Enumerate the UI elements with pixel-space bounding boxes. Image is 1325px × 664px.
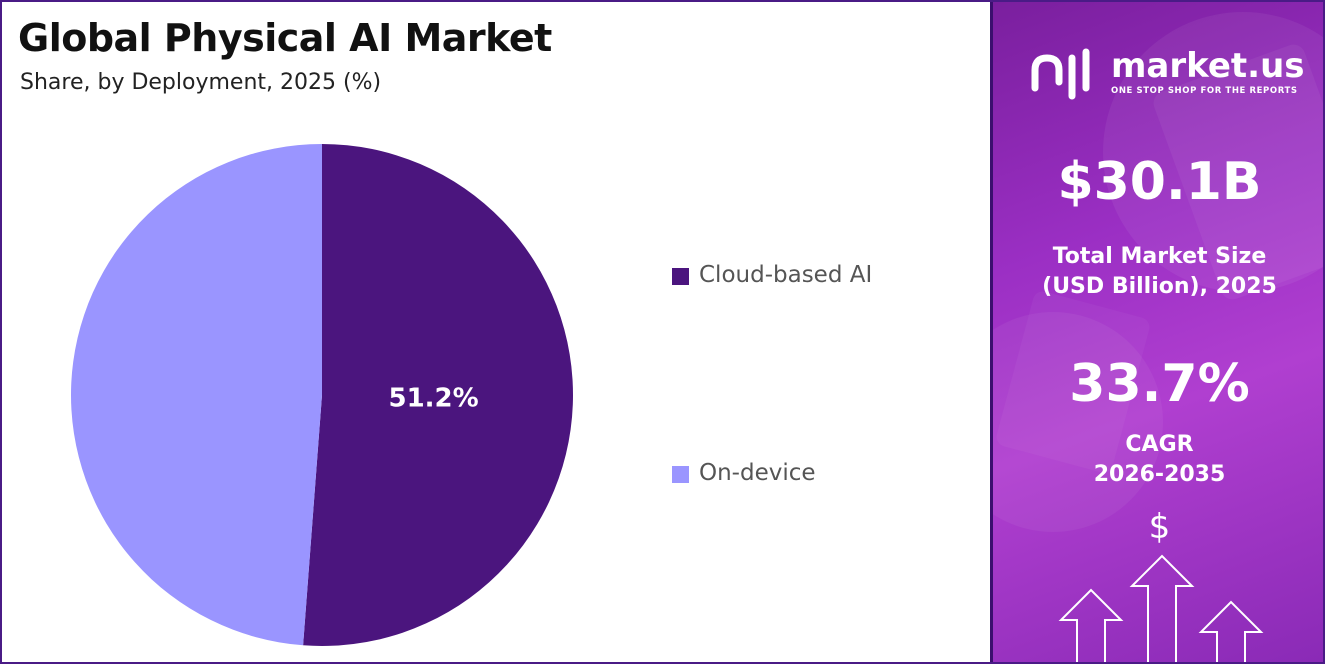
cagr-value: 33.7% [1069, 354, 1250, 414]
legend-label: Cloud-based AI [699, 262, 873, 288]
pie-slice-on-device [70, 144, 323, 646]
pie-slice-cloud-based-ai [303, 144, 573, 646]
background-decoration [993, 12, 1323, 532]
data-label: 51.2% [389, 384, 479, 414]
market-us-logo-icon [1031, 48, 1090, 100]
chart-title: Global Physical AI Market [18, 16, 552, 60]
pie-chart: 51.2% [70, 144, 573, 646]
legend-swatch-on-device [672, 466, 689, 483]
legend-label: On-device [699, 460, 816, 486]
legend-swatch-cloud-based-ai [672, 268, 689, 285]
chart-subtitle: Share, by Deployment, 2025 (%) [20, 70, 382, 95]
growth-arrows-icon [1058, 554, 1264, 662]
dollar-icon: $ [1148, 507, 1171, 547]
brand-tagline: ONE STOP SHOP FOR THE REPORTS [1111, 86, 1298, 96]
market-size-label-line2: (USD Billion), 2025 [1042, 274, 1277, 299]
brand-logo: market.us ONE STOP SHOP FOR THE REPORTS [1031, 46, 1305, 106]
cagr-period: 2026-2035 [1093, 462, 1226, 487]
brand-name: market.us [1111, 46, 1305, 86]
market-size-value: $30.1B [1057, 152, 1262, 212]
market-size-label-line1: Total Market Size [1052, 244, 1267, 269]
chart-panel: Global Physical AI Market Share, by Depl… [2, 2, 990, 662]
cagr-label: CAGR [1125, 432, 1194, 457]
stats-sidebar: market.us ONE STOP SHOP FOR THE REPORTS … [990, 2, 1323, 662]
